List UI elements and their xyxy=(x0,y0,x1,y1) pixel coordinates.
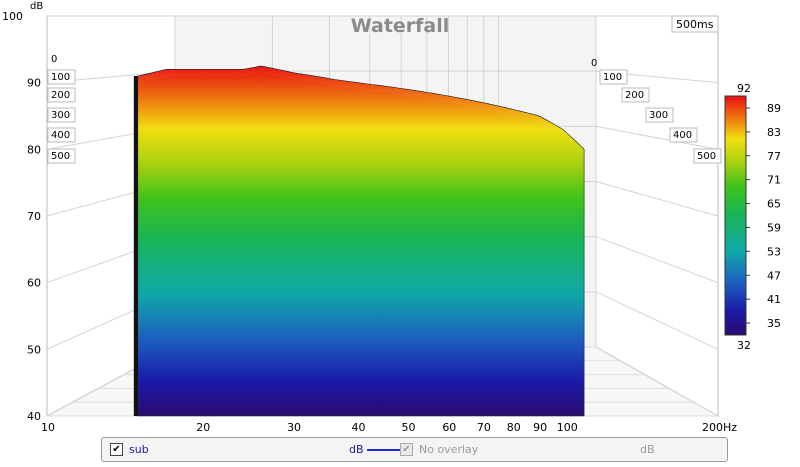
right-grid-h xyxy=(595,291,719,350)
color-scale-tick-label: 65 xyxy=(767,198,781,211)
time-tick-label-left: 400 xyxy=(51,130,70,141)
right-grid-h xyxy=(595,181,719,217)
y-tick-label: 90 xyxy=(27,77,41,90)
color-scale-tick-label: 83 xyxy=(767,126,781,139)
x-tick-label: 80 xyxy=(507,421,521,434)
time-tick-label-left: 500 xyxy=(51,151,70,162)
x-tick-label: 90 xyxy=(533,421,547,434)
y-tick-label: 40 xyxy=(27,410,41,423)
color-scale-min-label: 32 xyxy=(737,339,751,352)
time-tick-box xyxy=(693,148,722,164)
y-tick-label: 60 xyxy=(27,277,41,290)
color-scale-tick-label: 71 xyxy=(767,174,781,187)
right-grid-h xyxy=(595,125,719,150)
time-tick-box xyxy=(47,127,76,143)
floor-grid xyxy=(595,346,719,417)
color-scale-tick-label: 59 xyxy=(767,221,781,234)
time-tick-label-right: 500 xyxy=(697,151,716,162)
time-tick-label-right: 0 xyxy=(591,58,597,69)
waterfall-slices xyxy=(137,65,585,417)
time-tick-label-right: 100 xyxy=(603,72,622,83)
time-tick-box xyxy=(621,87,650,103)
sub-checkbox[interactable]: ✔ xyxy=(110,443,123,456)
overlay-unit-label: dB xyxy=(640,443,655,456)
legend-bar: ✔ sub dB ✔ No overlay dB xyxy=(101,437,728,462)
color-scale-tick-label: 47 xyxy=(767,269,781,282)
right-grid-h xyxy=(595,236,719,284)
overlay-legend-label: No overlay xyxy=(419,443,479,456)
x-tick-label: 10 xyxy=(41,421,55,434)
y-tick-label: 100 xyxy=(2,10,23,23)
x-tick-label: 30 xyxy=(287,421,301,434)
y-tick-label: 80 xyxy=(27,143,41,156)
time-tick-label-right: 300 xyxy=(649,110,668,121)
time-tick-label-left: 0 xyxy=(51,54,57,65)
time-tick-label-right: 200 xyxy=(625,90,644,101)
time-tick-box xyxy=(599,69,628,85)
waterfall-slice xyxy=(137,65,585,417)
chart-title: Waterfall xyxy=(351,15,450,37)
y-tick-label: 70 xyxy=(27,210,41,223)
time-tick-box xyxy=(47,107,76,123)
time-tick-box xyxy=(669,127,698,143)
color-scale-tick-label: 53 xyxy=(767,245,781,258)
front-face-edge xyxy=(133,76,138,416)
time-tick-label-left: 100 xyxy=(51,72,70,83)
x-tick-label: 200Hz xyxy=(702,421,737,434)
time-tick-label-right: 400 xyxy=(673,130,692,141)
time-tick-box xyxy=(47,148,76,164)
color-scale-tick-label: 89 xyxy=(767,102,781,115)
sub-unit-label: dB xyxy=(349,443,364,456)
time-tick-box xyxy=(47,69,76,85)
x-tick-label: 60 xyxy=(442,421,456,434)
time-span-label: 500ms xyxy=(676,18,714,31)
time-tick-label-left: 300 xyxy=(51,110,70,121)
color-scale-tick-label: 35 xyxy=(767,317,781,330)
y-tick-label: 50 xyxy=(27,343,41,356)
x-tick-label: 20 xyxy=(196,421,210,434)
x-tick-label: 100 xyxy=(557,421,578,434)
time-tick-label-left: 200 xyxy=(51,90,70,101)
overlay-checkbox[interactable]: ✔ xyxy=(400,443,413,456)
color-scale-max-label: 92 xyxy=(737,82,751,95)
time-tick-box xyxy=(47,87,76,103)
sub-legend-label: sub xyxy=(129,443,149,456)
color-scale-bar xyxy=(724,95,747,336)
x-tick-label: 70 xyxy=(477,421,491,434)
x-tick-label: 40 xyxy=(352,421,366,434)
sub-line-swatch xyxy=(367,449,401,451)
x-tick-label: 50 xyxy=(401,421,415,434)
y-unit-label: dB xyxy=(30,1,43,12)
time-span-box xyxy=(671,15,719,33)
time-tick-box xyxy=(645,107,674,123)
color-scale-tick-label: 77 xyxy=(767,150,781,163)
color-scale-tick-label: 41 xyxy=(767,293,781,306)
